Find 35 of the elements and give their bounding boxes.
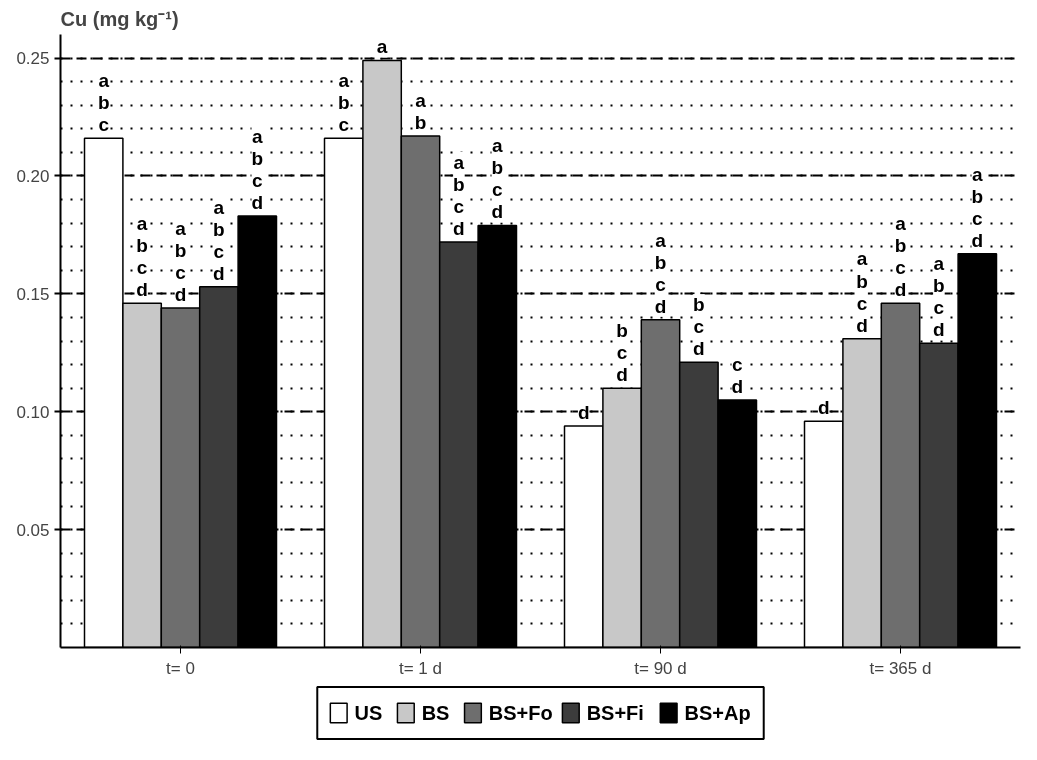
data-label: d (817, 397, 830, 419)
data-label: a (376, 36, 388, 58)
data-label: a b c d (856, 248, 868, 336)
data-label: b c d (616, 320, 628, 386)
data-label: d (577, 401, 590, 423)
legend-label: US (354, 702, 383, 724)
legend-label: BS+Fo (488, 702, 553, 724)
x-tick-label: t= 0 (166, 658, 195, 678)
data-label: a b c (97, 70, 110, 136)
data-label: a b c d (971, 163, 984, 251)
data-label: a b c d (491, 135, 504, 223)
y-tick-label: 0.05 (16, 520, 50, 540)
data-label: c d (731, 353, 744, 397)
data-label: a b c d (136, 213, 148, 301)
legend-label: BS (421, 702, 450, 724)
data-label: a b c d (174, 217, 187, 305)
x-tick-label: t= 90 d (634, 658, 687, 678)
x-tick-label: t= 365 d (869, 658, 932, 678)
legend-label: BS+Ap (684, 702, 751, 724)
data-label: a b c d (213, 196, 225, 284)
data-label: a b c d (251, 125, 264, 214)
data-label: a b c d (654, 229, 667, 317)
data-label: a b (414, 89, 427, 133)
x-tick-label: t= 1 d (399, 658, 443, 678)
y-tick-label: 0.25 (16, 49, 50, 69)
y-tick-label: 0.15 (16, 284, 50, 304)
legend-label: BS+Fi (586, 702, 644, 724)
data-label: a b c d (453, 151, 465, 239)
y-tick-label: 0.10 (16, 402, 50, 422)
data-label: a b c (337, 70, 350, 136)
data-label: b c d (693, 294, 705, 360)
data-label: a b c d (894, 213, 907, 301)
chart-title: Cu (mg kg⁻¹) (60, 7, 179, 30)
y-tick-label: 0.20 (16, 166, 50, 186)
data-label: a b c d (933, 253, 945, 341)
